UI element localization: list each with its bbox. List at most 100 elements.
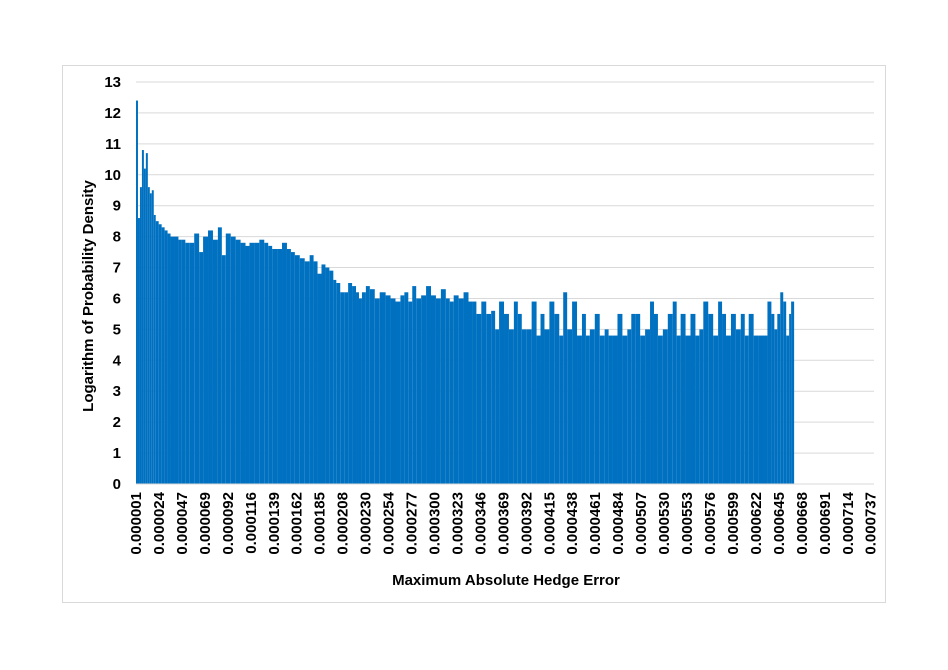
bar-9	[153, 214, 156, 484]
bar-57	[352, 286, 357, 484]
bar-15	[170, 236, 175, 484]
x-tick-label-14: 0.000323	[449, 492, 466, 555]
bar-77	[440, 289, 446, 484]
bar-142	[735, 329, 741, 484]
bar-90	[499, 301, 505, 484]
bar-54	[340, 292, 345, 484]
x-tick-label-0: 0.000001	[128, 492, 145, 555]
bar-92	[508, 329, 514, 484]
bar-1	[137, 218, 140, 485]
bar-108	[581, 313, 586, 484]
bar-101	[549, 301, 555, 484]
bar-146	[753, 335, 759, 484]
bar-58	[356, 292, 359, 484]
x-tick-label-7: 0.000162	[289, 492, 306, 555]
bar-137	[713, 335, 719, 484]
bar-96	[526, 329, 532, 484]
x-tick-label-8: 0.000185	[312, 492, 329, 555]
y-tick-label-0: 0	[113, 476, 121, 493]
bar-33	[249, 242, 255, 484]
bar-32	[245, 245, 250, 484]
bar-134	[699, 329, 704, 484]
bar-100	[544, 329, 550, 484]
bar-0	[136, 100, 138, 485]
bar-125	[657, 335, 663, 484]
x-tick-label-12: 0.000277	[404, 492, 421, 555]
y-tick-label-7: 7	[113, 260, 121, 277]
bar-31	[240, 242, 246, 484]
bar-145	[748, 313, 754, 484]
bar-82	[463, 292, 469, 484]
bar-109	[585, 335, 590, 484]
bar-114	[608, 335, 613, 484]
bar-34	[254, 242, 260, 484]
bar-69	[404, 292, 409, 484]
bar-41	[286, 248, 291, 484]
bar-52	[333, 279, 337, 484]
bar-75	[431, 295, 436, 484]
x-tick-label-2: 0.000047	[174, 492, 191, 555]
y-tick-label-9: 9	[113, 198, 121, 215]
bar-87	[486, 313, 492, 484]
bar-3	[141, 150, 144, 484]
bar-99	[540, 313, 545, 484]
bar-132	[690, 313, 696, 484]
bar-36	[264, 242, 269, 484]
bar-8	[151, 190, 154, 484]
bar-112	[599, 335, 605, 484]
bar-18	[181, 239, 186, 484]
bar-83	[468, 301, 473, 484]
bar-116	[617, 313, 623, 484]
bar-39	[277, 248, 283, 484]
bar-115	[612, 335, 618, 484]
bar-128	[672, 301, 677, 484]
bar-95	[521, 329, 527, 484]
bar-5	[145, 153, 148, 484]
bar-152	[777, 313, 781, 484]
bar-97	[531, 301, 537, 484]
bar-110	[589, 329, 595, 484]
bar-124	[653, 313, 658, 484]
bar-156	[789, 313, 792, 484]
bar-123	[650, 301, 654, 484]
bar-155	[786, 335, 790, 484]
bar-133	[695, 335, 700, 484]
x-tick-label-15: 0.000346	[472, 492, 489, 555]
bar-135	[703, 301, 709, 484]
x-tick-label-26: 0.000599	[725, 492, 742, 555]
bar-20	[189, 242, 195, 484]
y-tick-label-8: 8	[113, 229, 121, 246]
x-tick-label-17: 0.000392	[518, 492, 535, 555]
bar-4	[143, 168, 146, 484]
bar-94	[517, 313, 522, 484]
bar-118	[627, 329, 632, 484]
bar-46	[309, 255, 314, 484]
bar-119	[631, 313, 636, 484]
bar-76	[435, 298, 441, 484]
bar-16	[174, 236, 179, 484]
x-tick-label-1: 0.000024	[151, 491, 168, 554]
bar-19	[185, 242, 190, 484]
bar-80	[453, 295, 459, 484]
bar-126	[662, 329, 668, 484]
y-tick-label-12: 12	[104, 105, 121, 122]
bar-55	[344, 292, 349, 484]
bar-79	[449, 301, 454, 484]
x-tick-labels: 0.000001 0.000024 0.000047 0.000069 0.000092…	[128, 491, 880, 554]
bar-61	[365, 286, 370, 484]
bar-111	[594, 313, 600, 484]
bar-105	[567, 329, 573, 484]
bar-88	[491, 310, 496, 484]
bar-121	[640, 335, 646, 484]
bar-25	[212, 239, 218, 484]
bar-70	[408, 301, 413, 484]
x-tick-label-30: 0.000691	[817, 492, 834, 555]
bar-24	[208, 230, 213, 484]
x-tick-label-5: 0.000116	[243, 492, 260, 554]
bar-140	[726, 335, 731, 484]
bar-85	[476, 313, 482, 484]
bar-56	[348, 283, 353, 484]
bar-129	[676, 335, 681, 484]
bar-107	[577, 335, 582, 484]
